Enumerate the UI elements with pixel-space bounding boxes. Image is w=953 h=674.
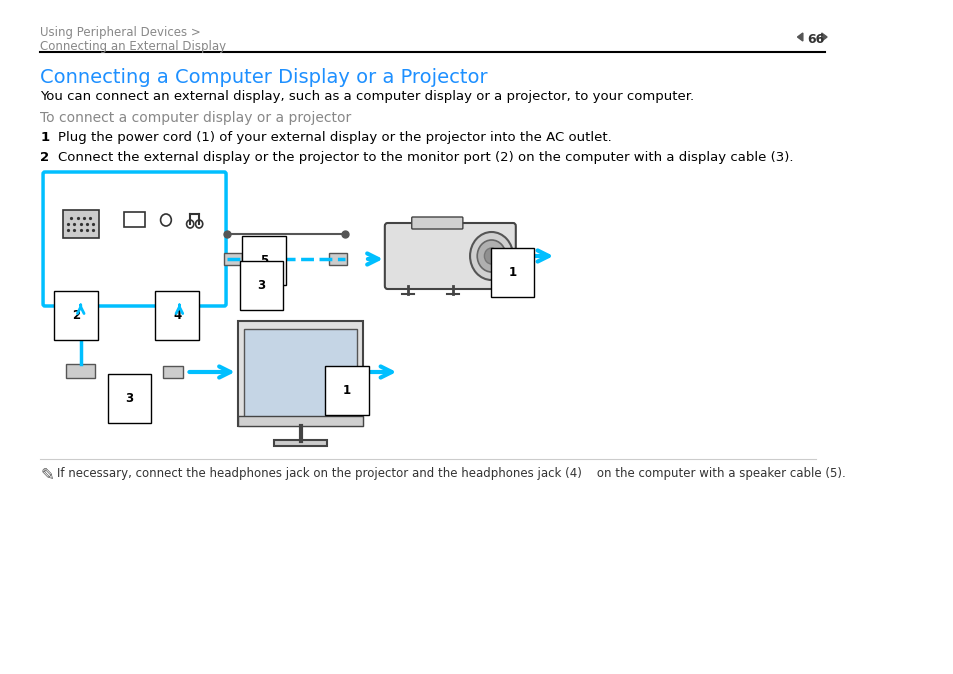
Bar — [237, 321, 363, 426]
Circle shape — [476, 240, 505, 272]
Polygon shape — [821, 33, 826, 41]
Text: Connecting an External Display: Connecting an External Display — [40, 40, 226, 53]
Circle shape — [470, 232, 513, 280]
Text: 5: 5 — [260, 254, 268, 267]
Bar — [224, 253, 242, 265]
Text: 2: 2 — [40, 151, 50, 164]
Text: 3: 3 — [126, 392, 133, 405]
Circle shape — [484, 248, 498, 264]
Bar — [237, 416, 363, 426]
Text: 66: 66 — [806, 33, 823, 46]
Text: 1: 1 — [40, 131, 50, 144]
Text: ✎: ✎ — [40, 466, 54, 484]
Bar — [163, 366, 183, 378]
FancyBboxPatch shape — [43, 172, 226, 306]
Text: Connect the external display or the projector to the monitor port (2) on the com: Connect the external display or the proj… — [58, 151, 793, 164]
Text: To connect a computer display or a projector: To connect a computer display or a proje… — [40, 111, 352, 125]
Text: If necessary, connect the headphones jack on the projector and the headphones ja: If necessary, connect the headphones jac… — [56, 467, 844, 480]
Text: 3: 3 — [257, 279, 265, 292]
Text: You can connect an external display, such as a computer display or a projector, : You can connect an external display, suc… — [40, 90, 694, 103]
Text: Connecting a Computer Display or a Projector: Connecting a Computer Display or a Proje… — [40, 68, 488, 87]
Bar — [244, 329, 356, 419]
Text: 4: 4 — [172, 309, 181, 322]
Text: Using Peripheral Devices >: Using Peripheral Devices > — [40, 26, 201, 39]
Text: Plug the power cord (1) of your external display or the projector into the AC ou: Plug the power cord (1) of your external… — [58, 131, 612, 144]
Circle shape — [195, 220, 203, 228]
Circle shape — [160, 214, 172, 226]
Bar — [67, 364, 95, 378]
Circle shape — [187, 220, 193, 228]
Text: 1: 1 — [342, 384, 351, 397]
Text: 2: 2 — [71, 309, 80, 322]
Bar — [274, 440, 327, 446]
FancyBboxPatch shape — [384, 223, 516, 289]
FancyBboxPatch shape — [412, 217, 462, 229]
Text: 1: 1 — [508, 266, 517, 279]
Bar — [329, 253, 347, 265]
Polygon shape — [797, 33, 802, 41]
Bar — [63, 210, 98, 238]
Bar — [124, 212, 145, 227]
